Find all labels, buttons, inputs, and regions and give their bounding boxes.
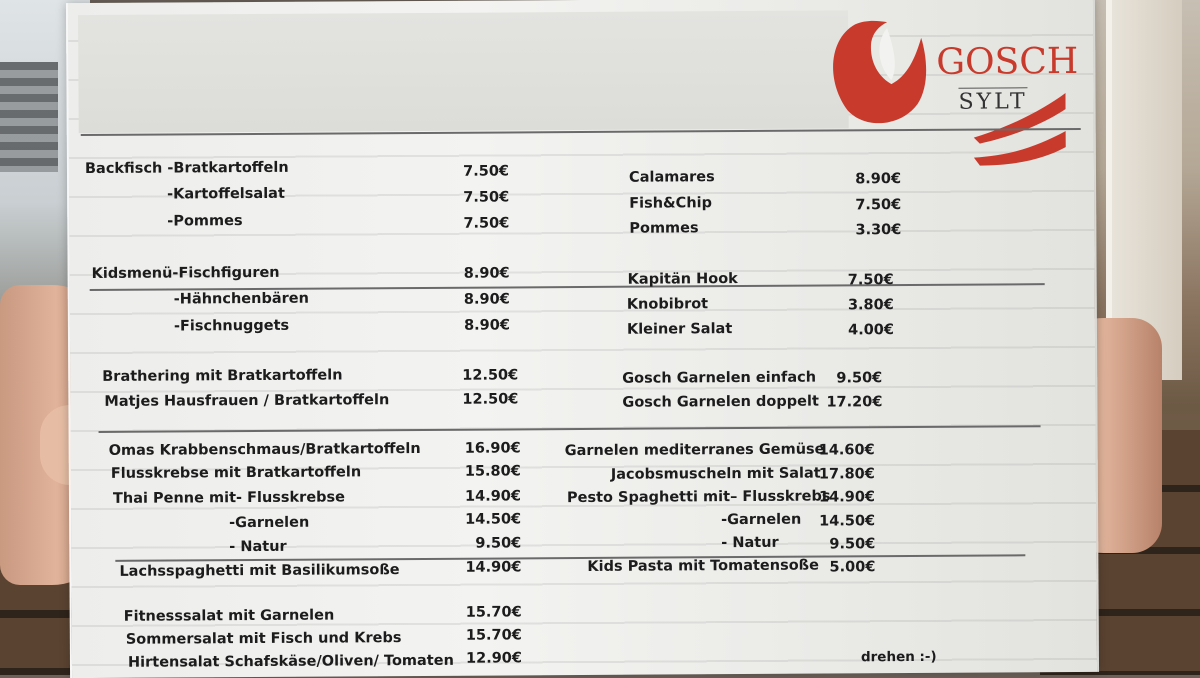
menu-item-name: Kleiner Salat — [626, 321, 733, 338]
menu-item-name: Brathering mit Bratkartoffeln — [102, 367, 343, 385]
menu-item-price: 14.90€ — [465, 559, 522, 576]
menu-sheet: GOSCH SYLT Backfisch -Bratkartoffeln 7.5… — [65, 0, 1100, 678]
menu-item-price: 9.50€ — [829, 536, 876, 553]
menu-item-name: Matjes Hausfrauen / Bratkartoffeln — [104, 392, 390, 410]
menu-item-name: -Garnelen — [229, 514, 310, 532]
menu-item-name: Omas Krabbenschmaus/Bratkartoffeln — [108, 440, 421, 459]
menu-item-name: Kapitän Hook — [627, 271, 738, 288]
menu-item-price: 14.50€ — [819, 513, 876, 530]
background-building — [0, 62, 58, 172]
divider-kids — [89, 283, 1045, 291]
menu-item-price: 17.80€ — [818, 466, 875, 483]
menu-item-name: Gosch Garnelen doppelt — [622, 393, 819, 411]
menu-item-price: 7.50€ — [855, 197, 902, 214]
menu-item-name: - Natur — [229, 538, 287, 556]
menu-item-name: Jacobsmuscheln mit Salat — [610, 465, 821, 483]
menu-item-price: 3.80€ — [847, 297, 894, 314]
menu-item-price: 7.50€ — [847, 272, 894, 289]
menu-item-price: 7.50€ — [463, 215, 510, 232]
menu-item-name: -Garnelen — [721, 511, 802, 529]
menu-item-name: - Natur — [721, 534, 779, 552]
menu-item-name: -Hähnchenbären — [173, 290, 309, 308]
menu-item-price: 15.70€ — [465, 604, 522, 621]
menu-item-name: Lachsspaghetti mit Basilikumsoße — [119, 562, 400, 580]
menu-item-name: -Kartoffelsalat — [167, 185, 285, 203]
menu-item-name: Sommersalat mit Fisch und Krebs — [125, 630, 402, 648]
menu-item-name: Pesto Spaghetti mit– Flusskrebs — [566, 488, 831, 507]
menu-item-price: 8.90€ — [464, 317, 510, 334]
menu-item-price: 12.50€ — [462, 391, 519, 408]
menu-item-price: 15.80€ — [464, 463, 521, 480]
menu-item-price: 7.50€ — [463, 189, 510, 206]
menu-item-name: Knobibrot — [626, 296, 709, 313]
menu-header-band — [78, 10, 849, 134]
menu-item-price: 4.00€ — [848, 322, 895, 339]
menu-item-name: Gosch Garnelen einfach — [622, 369, 817, 387]
menu-item-name: Pommes — [629, 220, 699, 237]
menu-item-price: 9.50€ — [475, 535, 522, 552]
menu-item-price: 14.50€ — [465, 511, 522, 528]
menu-item-name: Kids Pasta mit Tomatensoße — [587, 557, 819, 575]
menu-item-price: 14.90€ — [464, 488, 522, 505]
menu-item-price: 3.30€ — [855, 222, 902, 239]
menu-item-name: Hirtensalat Schafskäse/Oliven/ Tomaten — [127, 652, 454, 671]
menu-item-name: Fitnesssalat mit Garnelen — [123, 607, 335, 625]
menu-item-price: 8.90€ — [855, 171, 902, 188]
divider-mains — [98, 425, 1041, 433]
background-door — [1106, 0, 1182, 380]
divider-pasta — [115, 554, 1026, 562]
menu-item-name: Flusskrebse mit Bratkartoffeln — [110, 464, 362, 482]
menu-item-price: 5.00€ — [829, 559, 876, 576]
menu-item-price: 8.90€ — [463, 291, 510, 308]
menu-item-price: 16.90€ — [464, 440, 521, 457]
menu-item-name: -Fischnuggets — [173, 317, 290, 335]
menu-item-name: Kidsmenü-Fischfiguren — [91, 264, 280, 282]
menu-item-price: 14.60€ — [818, 442, 875, 459]
menu-item-price: 7.50€ — [463, 163, 510, 180]
menu-item-name: Backfisch -Bratkartoffeln — [84, 159, 289, 178]
gosch-logo-icon — [833, 20, 927, 124]
menu-item-price: 12.50€ — [462, 367, 519, 384]
menu-item-price: 17.20€ — [826, 394, 883, 411]
brand-swoosh-icon — [973, 93, 1066, 166]
brand-name: GOSCH — [936, 40, 1079, 83]
menu-item-name: Fish&Chip — [629, 195, 713, 212]
menu-item-price: 15.70€ — [465, 627, 522, 644]
menu-item-price: 12.90€ — [465, 650, 523, 667]
menu-item-price: 14.90€ — [818, 489, 876, 506]
menu-item-name: Garnelen mediterranes Gemüse — [564, 441, 825, 460]
menu-item-price: 8.90€ — [463, 265, 510, 282]
menu-item-price: 9.50€ — [836, 370, 883, 387]
turn-over-note: drehen :-) — [860, 648, 937, 666]
menu-item-name: Thai Penne mit- Flusskrebse — [112, 489, 346, 507]
menu-item-name: -Pommes — [167, 213, 243, 230]
menu-item-name: Calamares — [628, 169, 715, 186]
